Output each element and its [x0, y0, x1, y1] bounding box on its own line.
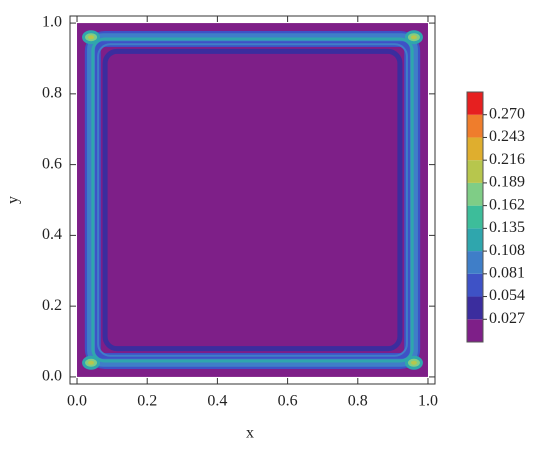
colorbar-segment	[467, 92, 483, 115]
x-tick-label: 0.8	[348, 393, 368, 410]
contour-peak	[410, 35, 417, 40]
colorbar-segment	[467, 273, 483, 297]
colorbar-segment	[467, 205, 483, 229]
contour-band	[87, 33, 418, 367]
x-axis-label: x	[246, 425, 254, 442]
contour-band	[97, 43, 408, 357]
colorbar-frame	[466, 91, 484, 343]
colorbar-label: 0.270	[489, 105, 525, 122]
x-tick-label: 0.6	[278, 393, 298, 410]
colorbar-segment	[467, 296, 483, 320]
plot-frame	[69, 15, 436, 385]
y-tick-label: 0.2	[42, 297, 62, 314]
colorbar-label: 0.135	[489, 219, 525, 236]
contour-peak	[88, 360, 95, 365]
colorbar-label: 0.216	[489, 151, 525, 168]
x-tick-label: 0.0	[67, 393, 87, 410]
x-tick-label: 0.2	[137, 393, 157, 410]
colorbar-label: 0.243	[489, 128, 525, 145]
y-tick-label: 0.0	[42, 368, 62, 385]
colorbar-segment	[467, 228, 483, 252]
colorbar-label: 0.108	[489, 242, 525, 259]
colorbar-segment	[467, 182, 483, 206]
contour-peak	[88, 35, 95, 40]
colorbar-segment	[467, 319, 483, 342]
colorbar-segment	[467, 137, 483, 161]
colorbar-label: 0.027	[489, 310, 525, 327]
colorbar-segment	[467, 114, 483, 138]
x-tick-label: 1.0	[418, 393, 438, 410]
colorbar-label: 0.054	[489, 287, 525, 304]
y-tick-label: 0.8	[42, 85, 62, 102]
x-tick-label: 0.4	[207, 393, 227, 410]
colorbar-label: 0.162	[489, 196, 525, 213]
colorbar-label: 0.189	[489, 174, 525, 191]
y-tick-label: 0.6	[42, 155, 62, 172]
y-tick-label: 0.4	[42, 226, 62, 243]
contour-band	[77, 23, 428, 377]
y-axis-label: y	[5, 196, 22, 204]
colorbar-segment	[467, 251, 483, 274]
colorbar-label: 0.081	[489, 264, 525, 281]
y-tick-label: 1.0	[42, 14, 62, 31]
contour-peak	[410, 360, 417, 365]
contour-band	[102, 48, 403, 352]
contour-band	[91, 37, 414, 363]
colorbar-segment	[467, 160, 483, 183]
